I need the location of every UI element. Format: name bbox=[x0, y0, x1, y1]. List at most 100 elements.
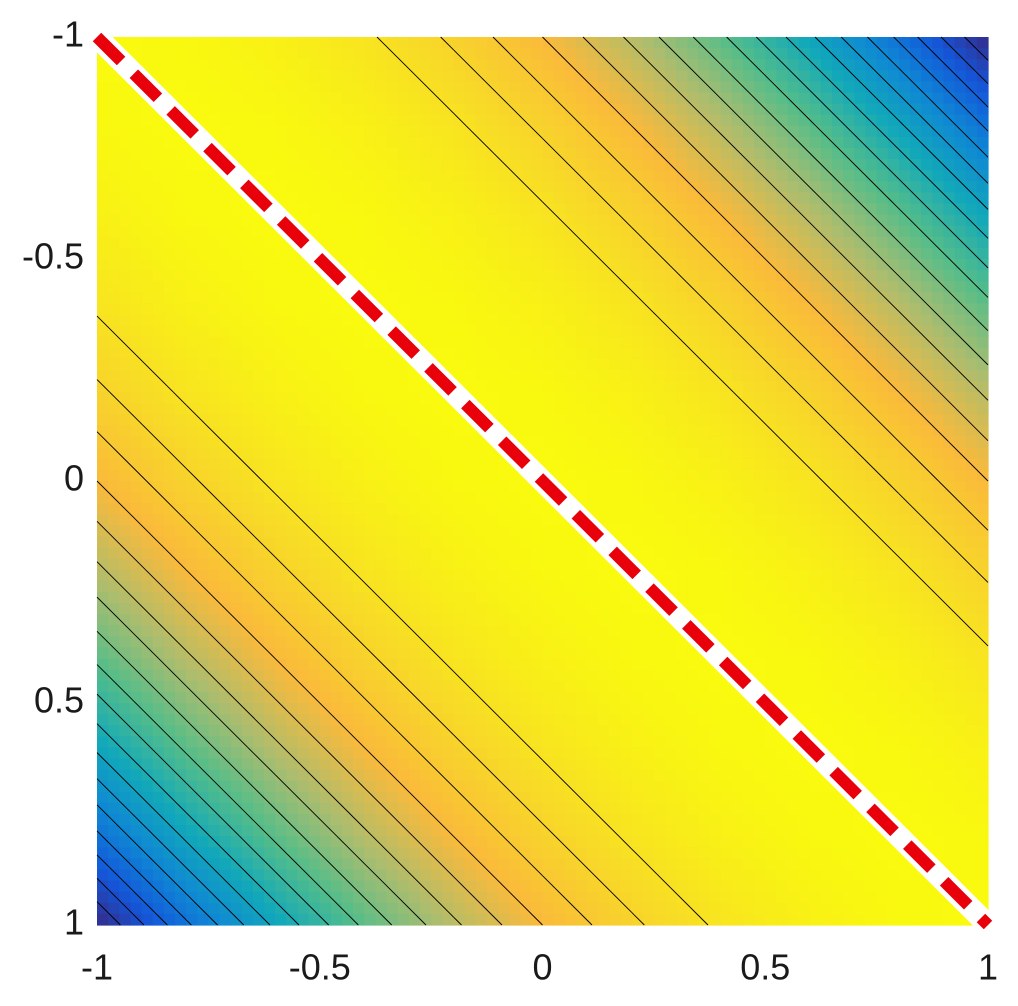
heat-cell bbox=[431, 114, 443, 127]
heat-cell bbox=[765, 392, 777, 404]
heat-cell bbox=[208, 70, 221, 82]
heat-cell bbox=[898, 225, 911, 238]
heat-cell bbox=[653, 136, 666, 149]
heat-cell bbox=[921, 48, 933, 60]
heat-cell bbox=[364, 603, 377, 615]
heat-cell bbox=[676, 525, 688, 538]
heat-cell bbox=[375, 736, 388, 748]
heat-cell bbox=[486, 614, 499, 626]
heat-cell bbox=[887, 136, 900, 149]
heat-cell bbox=[720, 447, 733, 460]
heat-cell bbox=[932, 614, 945, 626]
heat-cell bbox=[698, 59, 711, 71]
heat-cell bbox=[264, 547, 276, 560]
heat-cell bbox=[965, 203, 978, 216]
heat-cell bbox=[264, 592, 276, 604]
heat-cell bbox=[820, 536, 833, 549]
heat-cell bbox=[665, 59, 677, 71]
heat-cell bbox=[765, 214, 777, 227]
heat-cell bbox=[553, 292, 566, 304]
heat-cell bbox=[364, 647, 377, 660]
heat-cell bbox=[876, 536, 889, 549]
heat-cell bbox=[186, 714, 198, 726]
heat-cell bbox=[598, 691, 610, 704]
heat-cell bbox=[531, 303, 544, 316]
heat-cell bbox=[520, 514, 532, 526]
heat-cell bbox=[642, 436, 655, 449]
heat-cell bbox=[832, 270, 844, 282]
heat-cell bbox=[887, 558, 900, 571]
heat-cell bbox=[598, 181, 610, 193]
heat-cell bbox=[364, 403, 377, 415]
heat-cell bbox=[787, 159, 800, 171]
heat-cell bbox=[776, 669, 789, 682]
heat-cell bbox=[598, 592, 610, 604]
heat-cell bbox=[286, 314, 299, 327]
heat-cell bbox=[575, 736, 588, 748]
heat-cell bbox=[330, 580, 343, 593]
heat-cell bbox=[330, 736, 343, 748]
heat-cell bbox=[921, 292, 933, 304]
heat-cell bbox=[219, 358, 232, 371]
heat-cell bbox=[809, 325, 822, 338]
heat-cell bbox=[898, 436, 911, 449]
heat-cell bbox=[464, 458, 477, 471]
heat-cell bbox=[464, 536, 477, 549]
heat-cell bbox=[230, 192, 243, 205]
heat-cell bbox=[553, 703, 566, 715]
heat-cell bbox=[731, 37, 744, 49]
heat-cell bbox=[865, 425, 878, 438]
heat-cell bbox=[464, 580, 477, 593]
heat-cell bbox=[631, 70, 644, 82]
heat-cell bbox=[486, 658, 499, 671]
heat-cell bbox=[264, 148, 276, 160]
heat-cell bbox=[620, 370, 633, 382]
heat-cell bbox=[230, 381, 243, 393]
heat-cell bbox=[665, 48, 677, 60]
heat-cell bbox=[653, 614, 666, 626]
heat-cell bbox=[319, 381, 332, 393]
heat-cell bbox=[230, 314, 243, 327]
heat-cell bbox=[163, 714, 176, 726]
heat-cell bbox=[230, 580, 243, 593]
heat-cell bbox=[286, 114, 299, 127]
heat-cell bbox=[553, 159, 566, 171]
heat-cell bbox=[286, 469, 299, 482]
heat-cell bbox=[453, 81, 466, 94]
heat-cell bbox=[464, 636, 477, 649]
heat-cell bbox=[364, 714, 377, 726]
heat-cell bbox=[531, 103, 544, 116]
heat-cell bbox=[943, 81, 956, 94]
heat-cell bbox=[386, 92, 399, 105]
heat-cell bbox=[241, 680, 254, 693]
heat-cell bbox=[921, 214, 933, 227]
heat-cell bbox=[965, 192, 978, 205]
heat-cell bbox=[620, 469, 633, 482]
heat-cell bbox=[921, 181, 933, 193]
heat-cell bbox=[130, 247, 143, 260]
heat-cell bbox=[620, 447, 633, 460]
heat-cell bbox=[731, 281, 744, 293]
heat-cell bbox=[475, 458, 488, 471]
heat-cell bbox=[754, 225, 766, 238]
heat-cell bbox=[887, 114, 900, 127]
heat-cell bbox=[698, 81, 711, 94]
heat-cell bbox=[553, 725, 566, 737]
heat-cell bbox=[241, 514, 254, 526]
heat-cell bbox=[832, 281, 844, 293]
heat-cell bbox=[275, 503, 287, 515]
heat-cell bbox=[375, 370, 388, 382]
heat-cell bbox=[497, 703, 510, 715]
heat-cell bbox=[898, 192, 911, 205]
heat-cell bbox=[408, 414, 421, 427]
heat-cell bbox=[119, 658, 132, 671]
heat-cell bbox=[308, 714, 321, 726]
heat-cell bbox=[609, 81, 622, 94]
heat-cell bbox=[219, 625, 232, 637]
heat-cell bbox=[419, 292, 432, 304]
heat-cell bbox=[709, 569, 722, 582]
heat-cell bbox=[876, 569, 889, 582]
heat-cell bbox=[742, 70, 755, 82]
heat-cell bbox=[631, 647, 644, 660]
heat-cell bbox=[754, 547, 766, 560]
